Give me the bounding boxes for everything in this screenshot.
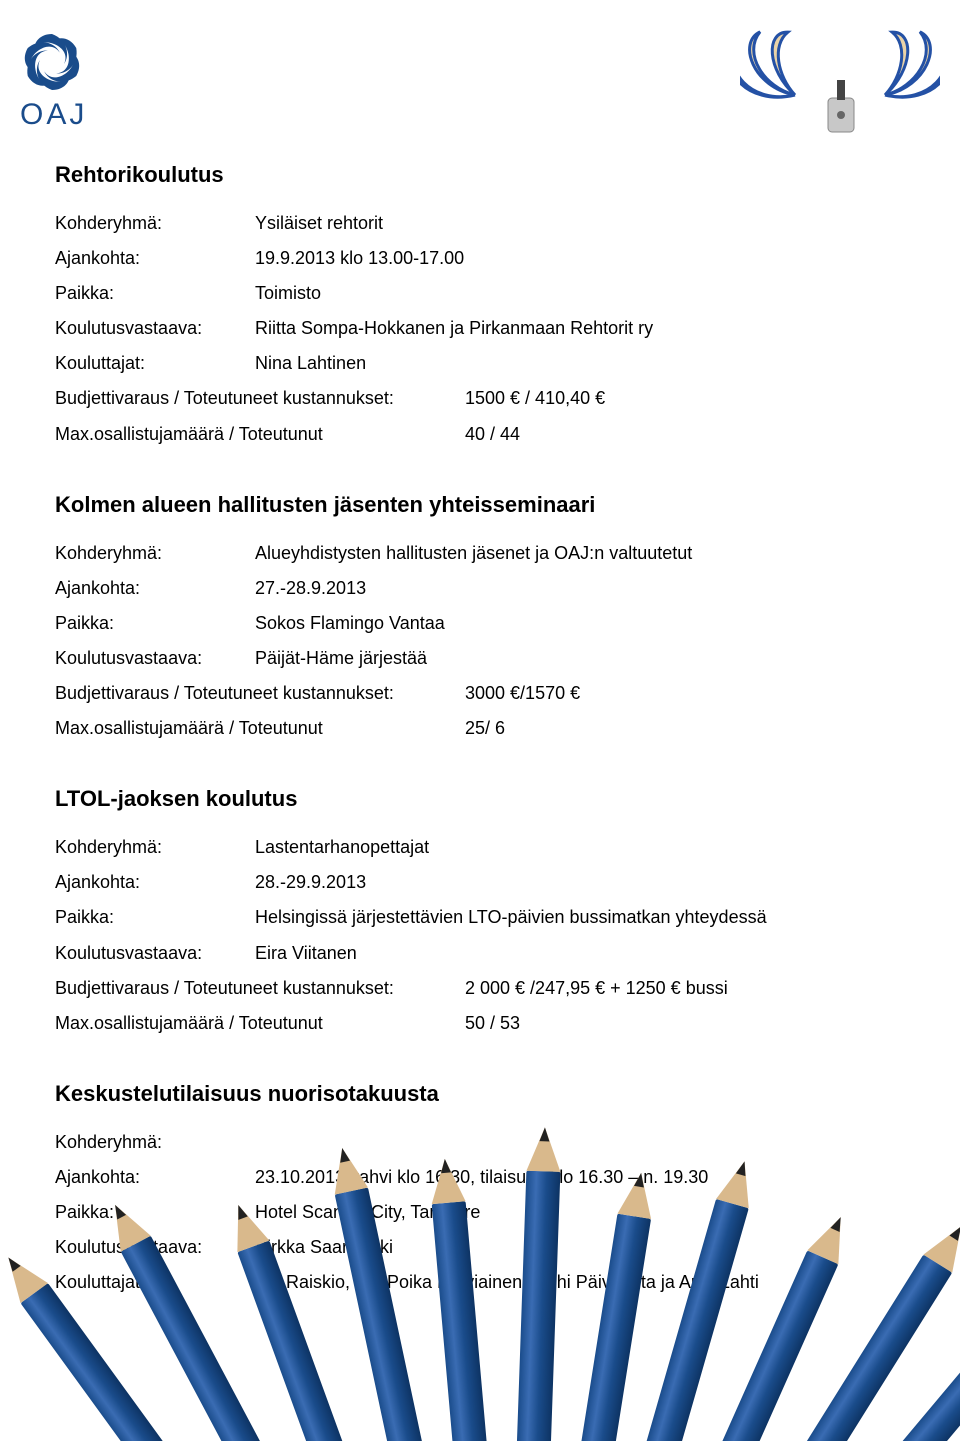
field-value: Helsingissä järjestettävien LTO-päivien … <box>255 900 905 935</box>
field-value: 28.-29.9.2013 <box>255 865 905 900</box>
field-row: Ajankohta:27.-28.9.2013 <box>55 571 905 606</box>
field-value: Sokos Flamingo Vantaa <box>255 606 905 641</box>
pencil-icon <box>550 1214 651 1441</box>
field-value: 3000 €/1570 € <box>465 676 905 711</box>
section-title: Rehtorikoulutus <box>55 162 905 188</box>
sections-container: RehtorikoulutusKohderyhmä:Ysiläiset reht… <box>55 162 905 1300</box>
section-title: LTOL-jaoksen koulutus <box>55 786 905 812</box>
field-value: 2 000 € /247,95 € + 1250 € bussi <box>465 971 905 1006</box>
field-label: Kohderyhmä: <box>55 830 255 865</box>
field-row: Kohderyhmä:Ysiläiset rehtorit <box>55 206 905 241</box>
field-value: Riitta Sompa-Hokkanen ja Pirkanmaan Reht… <box>255 311 905 346</box>
field-value: Alueyhdistysten hallitusten jäsenet ja O… <box>255 536 905 571</box>
field-label: Paikka: <box>55 276 255 311</box>
field-row: Koulutusvastaava:Eira Viitanen <box>55 936 905 971</box>
field-row: Max.osallistujamäärä / Toteutunut25/ 6 <box>55 711 905 746</box>
field-label: Budjettivaraus / Toteutuneet kustannukse… <box>55 381 465 416</box>
field-label: Max.osallistujamäärä / Toteutunut <box>55 417 465 452</box>
logo-text: OAJ <box>20 98 905 132</box>
training-section: Rehtorikoulutus Kohderyhmä:Ysiläiset reht… <box>55 162 905 452</box>
section-title: Kolmen alueen hallitusten jäsenten yhtei… <box>55 492 905 518</box>
field-label: Kouluttajat: <box>55 346 255 381</box>
field-row: Max.osallistujamäärä / Toteutunut50 / 53 <box>55 1006 905 1041</box>
field-label: Paikka: <box>55 900 255 935</box>
field-label: Koulutusvastaava: <box>55 641 255 676</box>
field-value: 50 / 53 <box>465 1006 905 1041</box>
field-value: Lastentarhanopettajat <box>255 830 905 865</box>
section-title: Keskustelutilaisuus nuorisotakuusta <box>55 1081 905 1107</box>
field-row: Ajankohta:19.9.2013 klo 13.00-17.00 <box>55 241 905 276</box>
field-value: Eira Viitanen <box>255 936 905 971</box>
field-row: Paikka:Sokos Flamingo Vantaa <box>55 606 905 641</box>
field-row: Paikka:Helsingissä järjestettävien LTO-p… <box>55 900 905 935</box>
field-value: 25/ 6 <box>465 711 905 746</box>
field-label: Kohderyhmä: <box>55 206 255 241</box>
field-value: Nina Lahtinen <box>255 346 905 381</box>
training-section: Kolmen alueen hallitusten jäsenten yhtei… <box>55 492 905 747</box>
field-row: Max.osallistujamäärä / Toteutunut40 / 44 <box>55 417 905 452</box>
field-row: Koulutusvastaava:Päijät-Häme järjestää <box>55 641 905 676</box>
field-label: Koulutusvastaava: <box>55 311 255 346</box>
field-value: Päijät-Häme järjestää <box>255 641 905 676</box>
field-value: 1500 € / 410,40 € <box>465 381 905 416</box>
field-label: Ajankohta: <box>55 865 255 900</box>
field-label: Max.osallistujamäärä / Toteutunut <box>55 1006 465 1041</box>
field-value: 19.9.2013 klo 13.00-17.00 <box>255 241 905 276</box>
field-row: Kohderyhmä:Lastentarhanopettajat <box>55 830 905 865</box>
field-label: Ajankohta: <box>55 241 255 276</box>
field-row: Kouluttajat:Nina Lahtinen <box>55 346 905 381</box>
field-value: Toimisto <box>255 276 905 311</box>
field-label: Paikka: <box>55 606 255 641</box>
field-row: Ajankohta:28.-29.9.2013 <box>55 865 905 900</box>
field-value: 40 / 44 <box>465 417 905 452</box>
field-row: Budjettivaraus / Toteutuneet kustannukse… <box>55 381 905 416</box>
field-value: 27.-28.9.2013 <box>255 571 905 606</box>
field-label: Kohderyhmä: <box>55 536 255 571</box>
pencil-icon <box>432 1201 504 1441</box>
field-value: Ysiläiset rehtorit <box>255 206 905 241</box>
pencils-decoration <box>0 1141 960 1441</box>
field-row: Budjettivaraus / Toteutuneet kustannukse… <box>55 971 905 1006</box>
field-label: Max.osallistujamäärä / Toteutunut <box>55 711 465 746</box>
page: OAJ RehtorikoulutusKohderyhmä:Ysiläiset … <box>0 0 960 1441</box>
field-label: Budjettivaraus / Toteutuneet kustannukse… <box>55 676 465 711</box>
training-section: LTOL-jaoksen koulutus Kohderyhmä:Lastenta… <box>55 786 905 1041</box>
field-row: Budjettivaraus / Toteutuneet kustannukse… <box>55 676 905 711</box>
field-row: Koulutusvastaava:Riitta Sompa-Hokkanen j… <box>55 311 905 346</box>
field-label: Ajankohta: <box>55 571 255 606</box>
field-row: Kohderyhmä:Alueyhdistysten hallitusten j… <box>55 536 905 571</box>
logo-swirl-icon <box>20 30 84 94</box>
pencil-icon <box>510 1171 560 1441</box>
logo: OAJ <box>20 30 905 132</box>
field-label: Koulutusvastaava: <box>55 936 255 971</box>
field-row: Paikka:Toimisto <box>55 276 905 311</box>
field-label: Budjettivaraus / Toteutuneet kustannukse… <box>55 971 465 1006</box>
